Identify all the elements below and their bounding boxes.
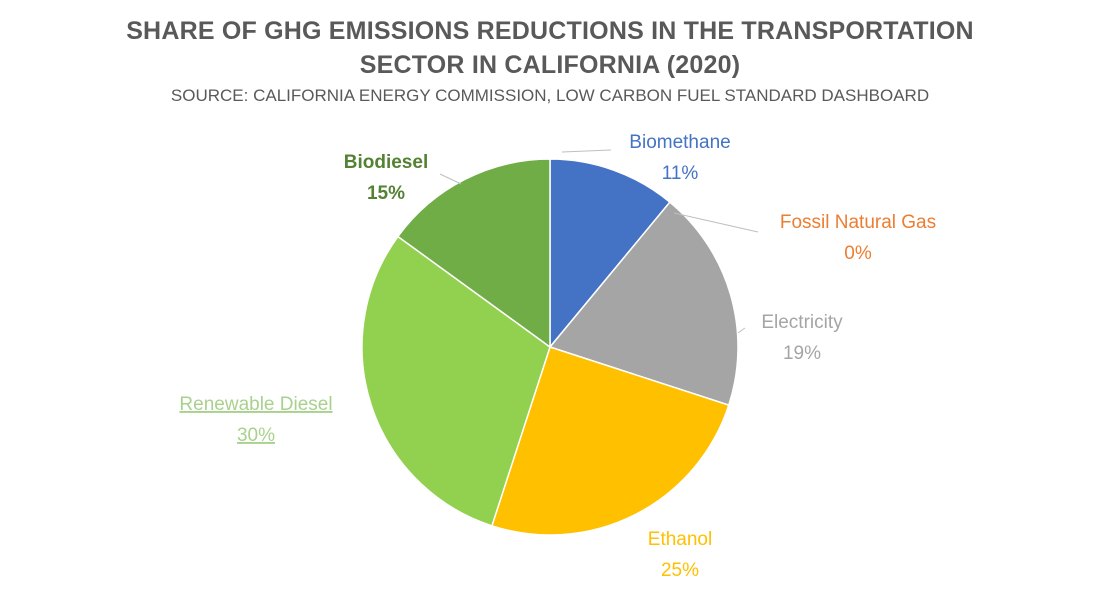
slice-name-ethanol: Ethanol bbox=[648, 529, 712, 550]
slice-name-renewable-diesel: Renewable Diesel bbox=[179, 394, 332, 415]
pie-slice-biodiesel bbox=[396, 158, 551, 349]
slice-name-biomethane: Biomethane bbox=[629, 132, 730, 153]
slice-value-electricity: 19% bbox=[783, 343, 821, 364]
slice-label-electricity: Electricity 19% bbox=[761, 312, 843, 364]
chart-title-line-2: SECTOR IN CALIFORNIA (2020) bbox=[359, 51, 741, 79]
leader-line-biomethane bbox=[561, 149, 612, 153]
pie-slices bbox=[361, 158, 739, 536]
slice-labels: Biomethane 11% Fossil Natural Gas 0% Electri… bbox=[179, 132, 936, 581]
slice-label-fossil-natural-gas: Fossil Natural Gas 0% bbox=[780, 212, 936, 264]
slice-value-biodiesel: 15% bbox=[367, 183, 405, 204]
slice-name-electricity: Electricity bbox=[761, 312, 843, 333]
slice-name-biodiesel: Biodiesel bbox=[344, 152, 428, 173]
leader-line-biodiesel bbox=[439, 173, 462, 185]
pie-slice-ethanol bbox=[490, 346, 730, 536]
chart-title-line-1: SHARE OF GHG EMISSIONS REDUCTIONS IN THE… bbox=[126, 17, 974, 45]
chart-header: SHARE OF GHG EMISSIONS REDUCTIONS IN THE… bbox=[0, 14, 1100, 108]
leader-lines bbox=[439, 149, 759, 334]
slice-name-fossil-natural-gas: Fossil Natural Gas bbox=[780, 212, 936, 233]
pie-slice-electricity bbox=[548, 201, 739, 407]
slice-value-renewable-diesel: 30% bbox=[237, 425, 275, 446]
pie-slice-renewable-diesel bbox=[361, 235, 551, 527]
slice-label-ethanol: Ethanol 25% bbox=[648, 529, 712, 581]
leader-line-fossil-natural-gas bbox=[673, 212, 759, 233]
leader-line-electricity bbox=[737, 327, 746, 334]
slice-value-biomethane: 11% bbox=[662, 163, 699, 184]
chart-subtitle: SOURCE: CALIFORNIA ENERGY COMMISSION, LO… bbox=[170, 86, 930, 105]
slice-label-biomethane: Biomethane 11% bbox=[629, 132, 730, 184]
slice-label-renewable-diesel: Renewable Diesel 30% bbox=[179, 394, 332, 446]
pie-slice-biomethane bbox=[549, 158, 671, 350]
slice-value-fossil-natural-gas: 0% bbox=[844, 243, 872, 264]
slice-label-biodiesel: Biodiesel 15% bbox=[344, 152, 428, 204]
slice-value-ethanol: 25% bbox=[661, 560, 699, 581]
